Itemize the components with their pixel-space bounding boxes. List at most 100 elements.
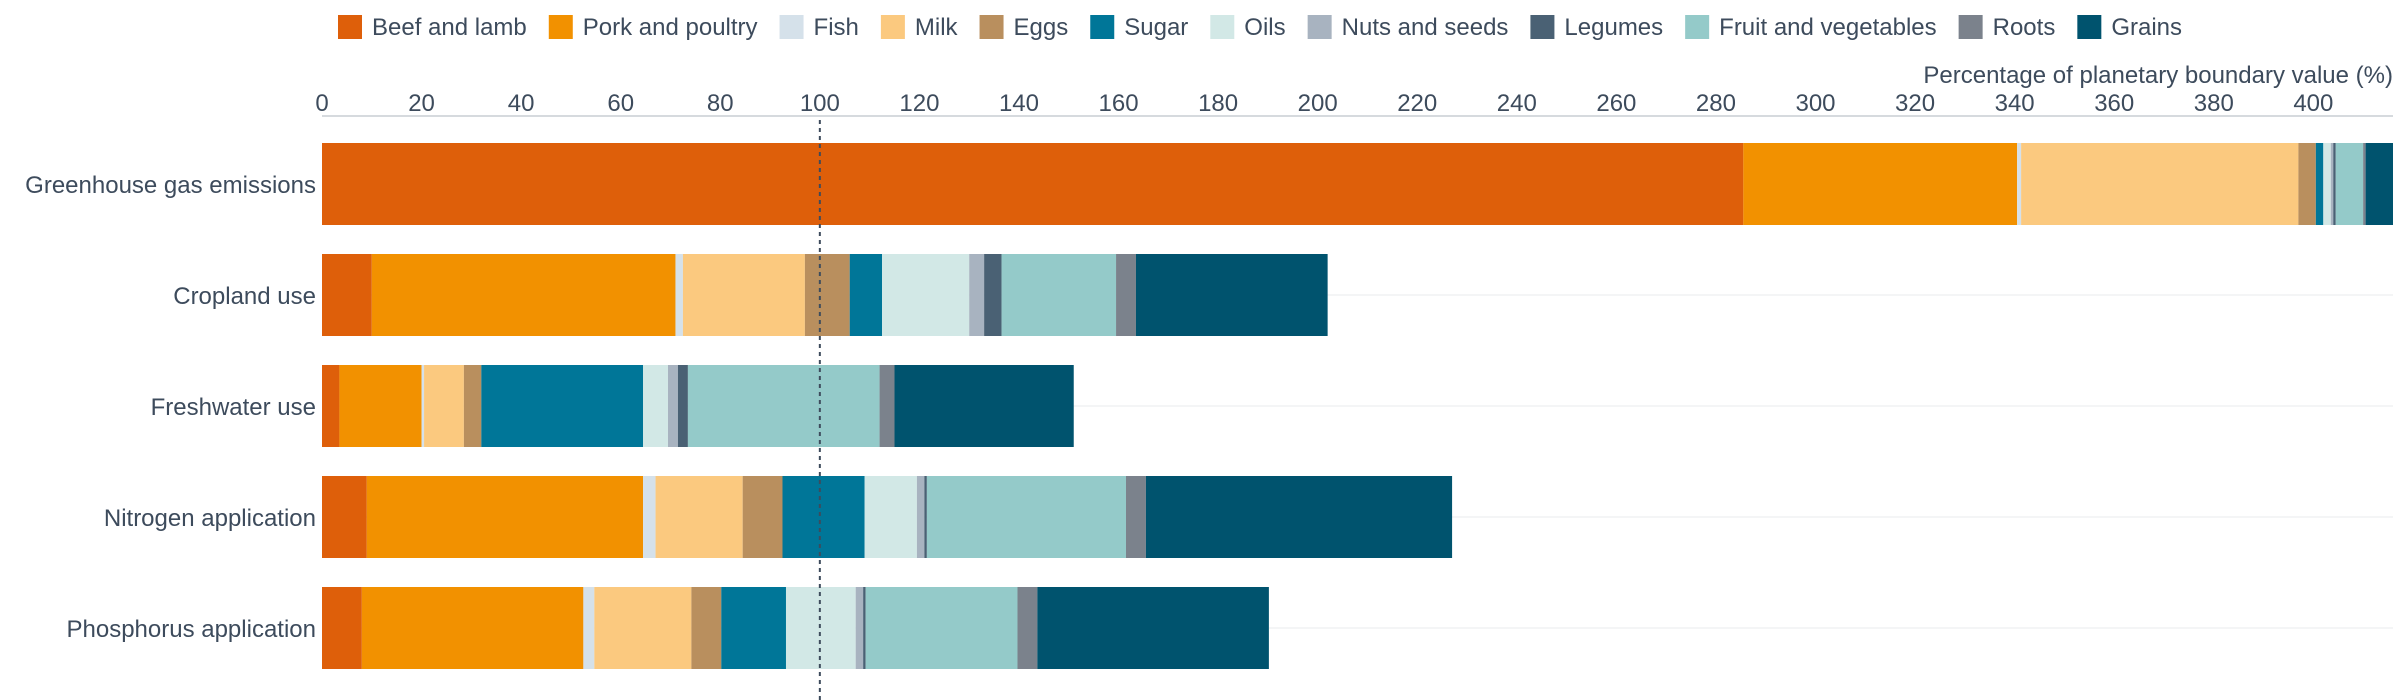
- bar-segment-pork-and-poultry: [361, 587, 584, 669]
- bar-segment-milk: [594, 587, 692, 669]
- bar-segment-grains: [2365, 143, 2393, 225]
- legend-swatch: [548, 15, 573, 39]
- x-tick-label: 300: [1795, 90, 1835, 117]
- legend-swatch: [1685, 15, 1710, 39]
- bar-segment-pork-and-poultry: [339, 365, 422, 447]
- bar-segment-fish: [583, 587, 595, 669]
- x-tick-label: 60: [607, 90, 634, 117]
- bar-segment-oils: [643, 365, 668, 447]
- category-label-freshwater-use: Freshwater use: [151, 394, 316, 421]
- legend-item-pork-and-poultry: Pork and poultry: [548, 14, 758, 41]
- legend-swatch: [979, 15, 1004, 39]
- legend-swatch: [1210, 15, 1235, 39]
- x-tick-label: 40: [508, 90, 535, 117]
- x-tick-label: 320: [1895, 90, 1935, 117]
- x-ticks: 0 20 40 60 80 100 120 140 160 180 200 220 240 260 280 3…: [315, 90, 2333, 117]
- legend-item-roots: Roots: [1958, 14, 2056, 41]
- bar-segment-nuts-and-seeds: [916, 476, 925, 558]
- bar-segment-roots: [1126, 476, 1146, 558]
- legend-label: Oils: [1244, 14, 1285, 41]
- category-label-nitrogen-application: Nitrogen application: [104, 505, 316, 532]
- bar-row-greenhouse-gas-emissions: [322, 143, 2393, 225]
- bar-segment-milk: [424, 365, 464, 447]
- legend-item-fruit-and-vegetables: Fruit and vegetables: [1685, 14, 1937, 41]
- bar-segment-roots: [2363, 143, 2366, 225]
- x-tick-label: 120: [899, 90, 939, 117]
- legend-label: Milk: [915, 14, 959, 41]
- x-tick-label: 380: [2194, 90, 2234, 117]
- x-tick-label: 180: [1198, 90, 1238, 117]
- legend-swatch: [779, 15, 804, 39]
- x-axis-title: Percentage of planetary boundary value (…: [1923, 62, 2393, 89]
- bar-segment-sugar: [721, 587, 786, 669]
- bars: [322, 143, 2393, 669]
- legend-swatch: [880, 15, 905, 39]
- legend-label: Legumes: [1564, 14, 1663, 41]
- legend-item-oils: Oils: [1210, 14, 1286, 41]
- legend-swatch: [1530, 15, 1555, 39]
- bar-segment-nuts-and-seeds: [855, 587, 864, 669]
- x-tick-label: 160: [1099, 90, 1139, 117]
- bar-segment-nuts-and-seeds: [2330, 143, 2334, 225]
- gridlines: [322, 294, 2393, 629]
- bar-segment-eggs: [804, 254, 850, 336]
- bar-segment-legumes: [2333, 143, 2336, 225]
- bar-row-phosphorus-application: [322, 587, 1269, 669]
- bar-segment-roots: [1116, 254, 1136, 336]
- bar-segment-fruit-and-vegetables: [1001, 254, 1117, 336]
- legend-swatch: [1090, 15, 1115, 39]
- bar-segment-milk: [655, 476, 743, 558]
- bar-row-freshwater-use: [322, 365, 1074, 447]
- legend-item-nuts-and-seeds: Nuts and seeds: [1307, 14, 1509, 41]
- legend-item-milk: Milk: [880, 14, 959, 41]
- bar-segment-fish: [2017, 143, 2022, 225]
- bar-row-nitrogen-application: [322, 476, 1453, 558]
- bar-segment-eggs: [742, 476, 783, 558]
- legend-label: Fruit and vegetables: [1719, 14, 1936, 41]
- legend-item-beef-and-lamb: Beef and lamb: [338, 14, 527, 41]
- bar-segment-beef-and-lamb: [322, 143, 1744, 225]
- bar-segment-beef-and-lamb: [322, 254, 372, 336]
- bar-segment-milk: [682, 254, 805, 336]
- legend-label: Roots: [1993, 14, 2056, 41]
- x-tick-label: 100: [800, 90, 840, 117]
- legend-item-legumes: Legumes: [1530, 14, 1663, 41]
- bar-segment-eggs: [2298, 143, 2316, 225]
- x-tick-label: 80: [707, 90, 734, 117]
- bar-segment-legumes: [924, 476, 927, 558]
- bar-segment-fish: [421, 365, 425, 447]
- legend-swatch: [338, 15, 362, 39]
- bar-segment-grains: [1135, 254, 1328, 336]
- bar-segment-beef-and-lamb: [322, 587, 362, 669]
- legend-swatch: [1958, 15, 1983, 39]
- x-tick-label: 240: [1497, 90, 1537, 117]
- bar-segment-pork-and-poultry: [371, 254, 676, 336]
- bar-segment-fruit-and-vegetables: [865, 587, 1018, 669]
- x-axis: Percentage of planetary boundary value (…: [315, 62, 2393, 117]
- bar-segment-grains: [1145, 476, 1453, 558]
- bar-segment-oils: [2323, 143, 2331, 225]
- legend-item-fish: Fish: [779, 14, 859, 41]
- bar-segment-milk: [2021, 143, 2299, 225]
- bar-segment-grains: [894, 365, 1074, 447]
- bar-segment-sugar: [849, 254, 883, 336]
- legend-label: Beef and lamb: [372, 14, 527, 41]
- legend-item-eggs: Eggs: [979, 14, 1068, 41]
- bar-segment-roots: [879, 365, 895, 447]
- category-label-greenhouse-gas-emissions: Greenhouse gas emissions: [25, 172, 316, 199]
- legend-label: Pork and poultry: [583, 14, 758, 41]
- legend-label: Sugar: [1124, 14, 1188, 41]
- legend: Beef and lamb Pork and poultry Fish Milk Egg…: [338, 14, 2182, 41]
- bar-segment-oils: [864, 476, 917, 558]
- bar-segment-fruit-and-vegetables: [687, 365, 880, 447]
- legend-label: Nuts and seeds: [1342, 14, 1509, 41]
- legend-label: Grains: [2111, 14, 2182, 41]
- x-tick-label: 360: [2094, 90, 2134, 117]
- bar-segment-fruit-and-vegetables: [2335, 143, 2364, 225]
- category-labels: Greenhouse gas emissions Cropland use Fres…: [25, 172, 316, 643]
- bar-segment-sugar: [782, 476, 865, 558]
- bar-segment-legumes: [863, 587, 866, 669]
- x-tick-label: 220: [1397, 90, 1437, 117]
- x-tick-label: 340: [1995, 90, 2035, 117]
